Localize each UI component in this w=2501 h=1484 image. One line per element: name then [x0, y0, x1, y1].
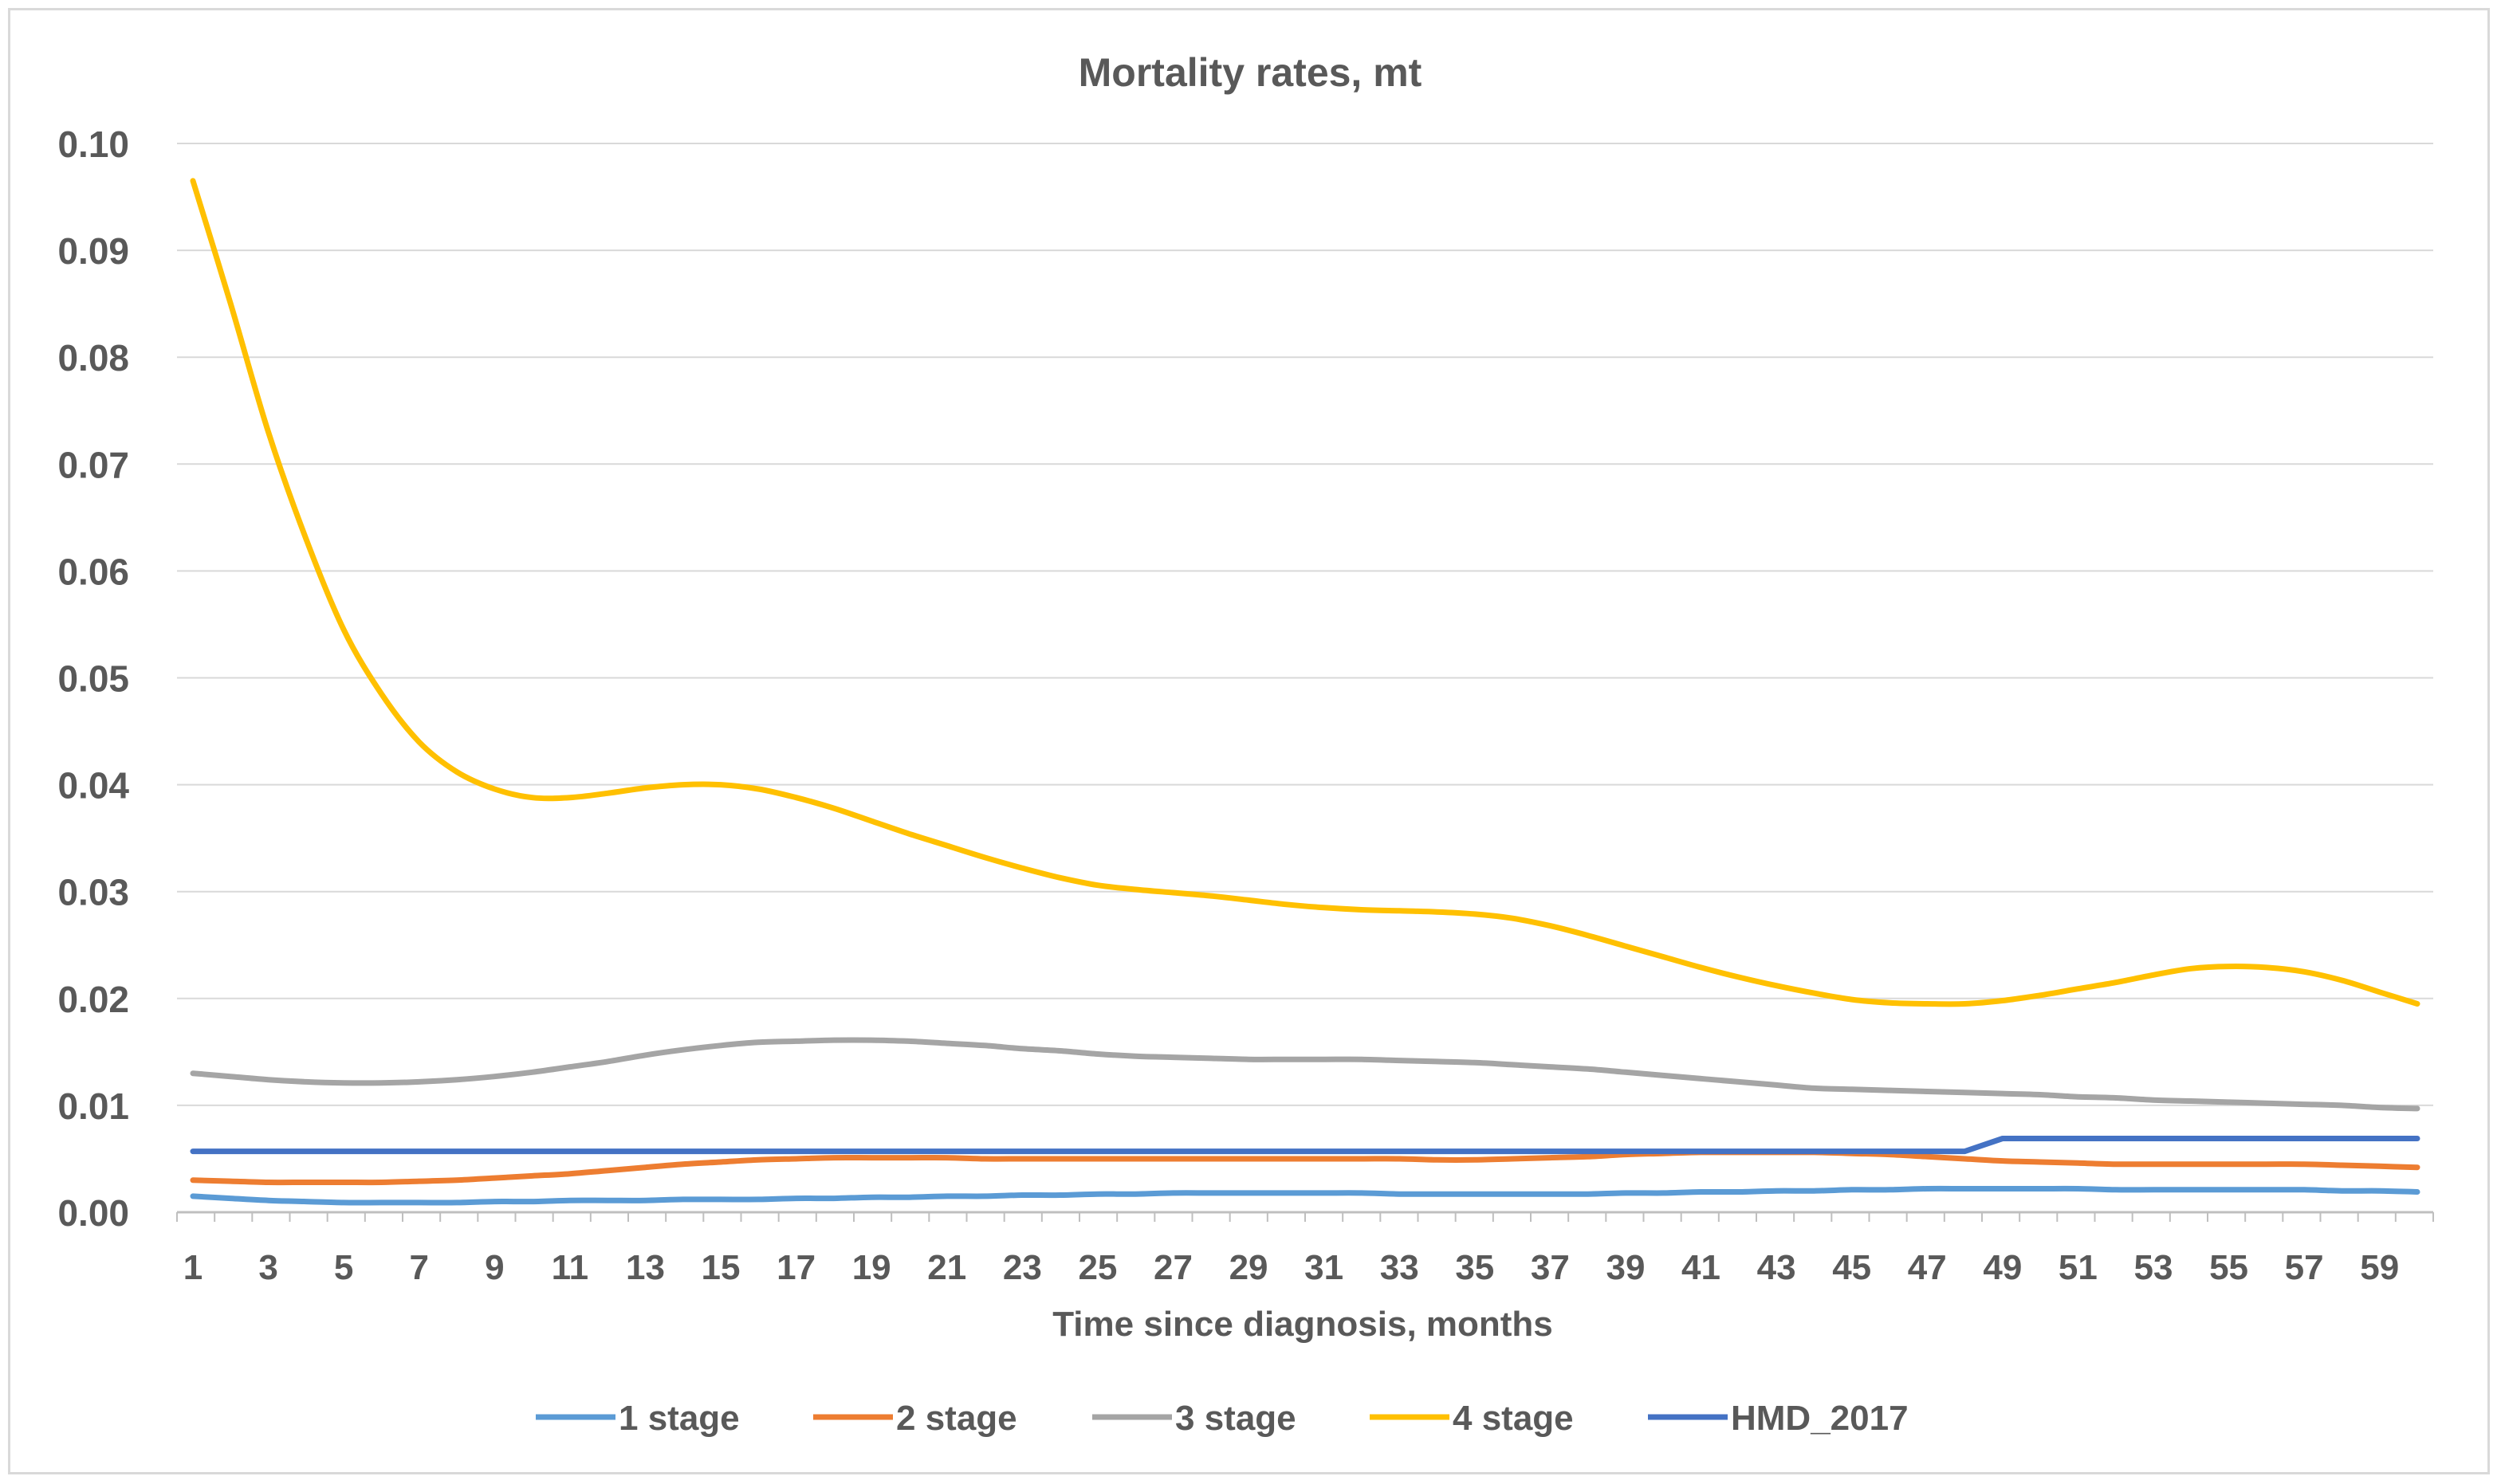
x-tick-label: 25 [1078, 1248, 1117, 1287]
x-tick-label: 29 [1229, 1248, 1268, 1287]
x-tick-label: 15 [702, 1248, 741, 1287]
series-line-2-stage [190, 1149, 2420, 1186]
legend-label-1-stage: 1 stage [619, 1399, 740, 1438]
x-tick-label: 53 [2134, 1248, 2173, 1287]
y-tick-label: 0.07 [57, 444, 129, 485]
x-tick-label: 43 [1757, 1248, 1796, 1287]
y-tick-label: 0.05 [57, 658, 129, 700]
x-tick-label: 1 [183, 1248, 203, 1287]
x-tick-label: 27 [1154, 1248, 1193, 1287]
x-axis: 1 3 5 7 9 11 13 15 17 19 21 23 25 27 29 31 33 35 37 39 41 43 4… [176, 1211, 2434, 1287]
x-tick-label: 37 [1531, 1248, 1570, 1287]
chart-title: Mortality rates, mt [1079, 50, 1422, 95]
x-tick-label: 3 [258, 1248, 277, 1287]
x-tick-label: 45 [1832, 1248, 1871, 1287]
y-tick-label: 0.09 [57, 230, 129, 272]
x-tick-label: 17 [777, 1248, 816, 1287]
x-tick-label: 33 [1380, 1248, 1419, 1287]
legend-label-hmd-2017: HMD_2017 [1731, 1399, 1909, 1438]
y-tick-label: 0.00 [57, 1192, 129, 1234]
series-line-hmd-2017 [190, 1136, 2420, 1155]
legend: 1 stage 2 stage 3 stage 4 stage HMD_2017 [536, 1399, 1909, 1438]
y-tick-label: 0.06 [57, 551, 129, 592]
series-layer [190, 178, 2420, 1206]
x-tick-label: 47 [1908, 1248, 1947, 1287]
x-axis-label: Time since diagnosis, months [1052, 1305, 1553, 1344]
y-tick-label: 0.02 [57, 979, 129, 1020]
legend-label-3-stage: 3 stage [1175, 1399, 1296, 1438]
x-tick-label: 51 [2059, 1248, 2098, 1287]
x-tick-label: 11 [552, 1248, 589, 1287]
x-tick-label: 35 [1455, 1248, 1494, 1287]
x-tick-label: 19 [852, 1248, 891, 1287]
y-tick-label: 0.03 [57, 872, 129, 913]
x-tick-label: 21 [927, 1248, 966, 1287]
series-line-4-stage [190, 178, 2420, 1007]
x-tick-label: 39 [1606, 1248, 1645, 1287]
y-tick-label: 0.08 [57, 337, 129, 379]
x-tick-label: 57 [2285, 1248, 2324, 1287]
legend-label-4-stage: 4 stage [1453, 1399, 1574, 1438]
y-tick-label: 0.04 [57, 765, 129, 807]
y-axis: 0.00 0.01 0.02 0.03 0.04 0.05 0.06 0.07 0.08 0.09… [57, 124, 129, 1234]
x-tick-label: 41 [1681, 1248, 1720, 1287]
y-tick-label: 0.10 [57, 124, 129, 165]
x-tick-label: 23 [1003, 1248, 1042, 1287]
series-line-1-stage [190, 1185, 2420, 1206]
x-tick-label: 9 [485, 1248, 504, 1287]
series-line-3-stage [190, 1037, 2420, 1112]
gridlines [177, 143, 2433, 1106]
x-tick-label: 5 [334, 1248, 353, 1287]
x-tick-label: 13 [626, 1248, 665, 1287]
x-tick-label: 31 [1304, 1248, 1343, 1287]
x-tick-label: 59 [2360, 1248, 2399, 1287]
x-tick-label: 7 [409, 1248, 428, 1287]
x-tick-label: 49 [1983, 1248, 2022, 1287]
legend-label-2-stage: 2 stage [896, 1399, 1017, 1438]
x-tick-label: 55 [2209, 1248, 2248, 1287]
y-tick-label: 0.01 [57, 1086, 129, 1127]
